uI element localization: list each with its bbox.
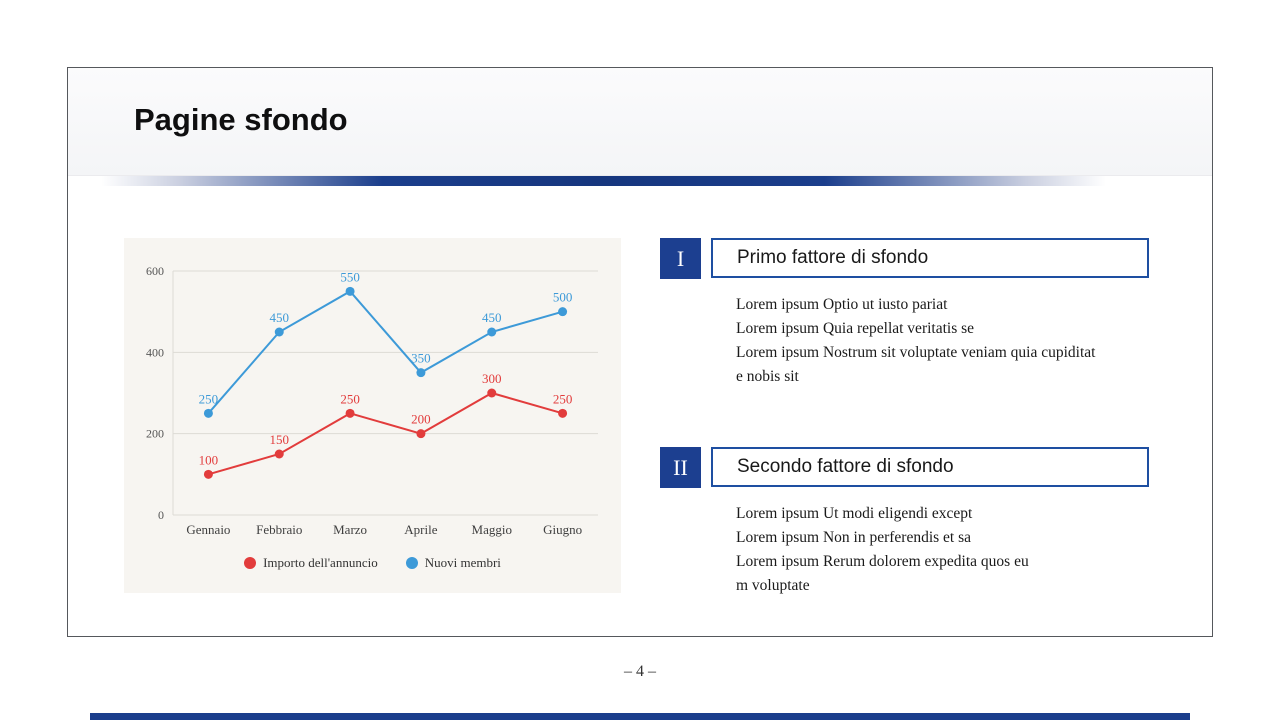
section-body-1: Lorem ipsum Optio ut iusto pariat Lorem … xyxy=(736,238,1200,389)
svg-text:350: 350 xyxy=(411,351,431,366)
slide: Pagine sfondo 0 200 400 600 Gennaio Febbraio M… xyxy=(67,67,1213,637)
svg-text:100: 100 xyxy=(199,452,219,467)
legend-dot-icon xyxy=(405,557,418,569)
line-chart: 0 200 400 600 Gennaio Febbraio Marzo Aprile Magg… xyxy=(146,264,598,537)
body-line: e nobis sit xyxy=(736,368,799,385)
svg-text:450: 450 xyxy=(482,310,502,325)
svg-text:300: 300 xyxy=(482,371,502,386)
chart-panel: 0 200 400 600 Gennaio Febbraio Marzo Aprile Magg… xyxy=(124,238,621,593)
legend-item: Nuovi membri xyxy=(405,555,501,571)
section-heading-box-2: Secondo fattore di sfondo xyxy=(711,447,1149,487)
svg-text:200: 200 xyxy=(146,427,164,441)
body-line: Lorem ipsum Optio ut iusto pariat xyxy=(736,296,948,313)
svg-text:250: 250 xyxy=(199,391,219,406)
svg-text:Giugno: Giugno xyxy=(543,522,582,537)
page-title: Pagine sfondo xyxy=(134,102,348,137)
section-heading-box-1: Primo fattore di sfondo xyxy=(711,238,1149,278)
slide-header: Pagine sfondo xyxy=(68,68,1212,176)
svg-text:600: 600 xyxy=(146,264,164,278)
chart-legend: Importo dell'annuncio Nuovi membri xyxy=(124,555,621,571)
body-line: Lorem ipsum Non in perferendis et sa xyxy=(736,529,972,546)
svg-text:400: 400 xyxy=(146,345,164,359)
legend-label: Nuovi membri xyxy=(424,555,501,570)
bottom-accent-bar xyxy=(90,713,1190,720)
svg-text:550: 550 xyxy=(340,269,360,284)
svg-text:Febbraio: Febbraio xyxy=(256,522,302,537)
body-line: Lorem ipsum Nostrum sit voluptate veniam… xyxy=(736,344,1096,361)
body-line: Lorem ipsum Quia repellat veritatis se xyxy=(736,320,975,337)
section-numeral-2: II xyxy=(660,447,701,488)
legend-label: Importo dell'annuncio xyxy=(263,555,378,570)
svg-text:Marzo: Marzo xyxy=(333,522,367,537)
svg-text:Maggio: Maggio xyxy=(472,522,512,537)
svg-text:500: 500 xyxy=(553,290,573,305)
svg-text:Gennaio: Gennaio xyxy=(186,522,230,537)
svg-text:0: 0 xyxy=(158,508,164,522)
section-secondo-fattore: II Secondo fattore di sfondo Lorem ipsum… xyxy=(660,447,1200,598)
legend-item: Importo dell'annuncio xyxy=(244,555,378,571)
section-numeral-1: I xyxy=(660,238,701,279)
section-primo-fattore: I Primo fattore di sfondo Lorem ipsum Op… xyxy=(660,238,1200,389)
legend-dot-icon xyxy=(244,557,257,569)
svg-text:200: 200 xyxy=(411,412,431,427)
body-line: Lorem ipsum Ut modi eligendi except xyxy=(736,505,973,522)
section-heading-text-2: Secondo fattore di sfondo xyxy=(737,456,954,477)
page-number: – 4 – xyxy=(624,663,656,680)
svg-text:250: 250 xyxy=(340,391,360,406)
section-body-2: Lorem ipsum Ut modi eligendi except Lore… xyxy=(736,447,1200,598)
svg-text:150: 150 xyxy=(270,432,290,447)
section-heading-text-1: Primo fattore di sfondo xyxy=(737,247,929,268)
svg-text:Aprile: Aprile xyxy=(404,522,437,537)
svg-text:250: 250 xyxy=(553,391,573,406)
title-divider-bar xyxy=(101,176,1106,186)
body-line: Lorem ipsum Rerum dolorem expedita quos … xyxy=(736,553,1029,570)
svg-text:450: 450 xyxy=(270,310,290,325)
body-line: m voluptate xyxy=(736,577,810,594)
